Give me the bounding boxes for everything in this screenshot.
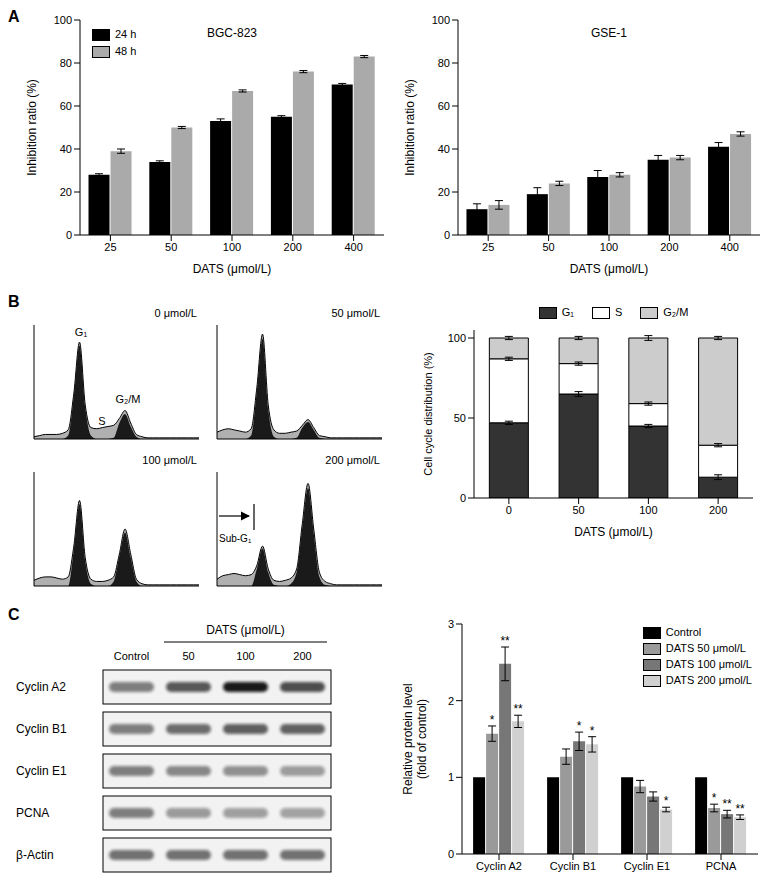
svg-text:60: 60: [438, 100, 450, 112]
svg-text:100: 100: [448, 332, 466, 344]
svg-text:50: 50: [182, 650, 194, 662]
html-text:G₂/M: G₂/M: [663, 306, 689, 318]
html-text:B: B: [8, 293, 20, 310]
svg-text:0: 0: [444, 229, 450, 241]
svg-text:40: 40: [60, 143, 72, 155]
svg-text:Inhibition ratio (%): Inhibition ratio (%): [403, 79, 417, 176]
svg-text:50: 50: [454, 412, 466, 424]
svg-text:80: 80: [438, 57, 450, 69]
html-text:200 μmol/L: 200 μmol/L: [325, 454, 380, 466]
svg-text:200: 200: [709, 504, 727, 516]
html-text:BGC-823: BGC-823: [207, 26, 257, 40]
html-text:A: A: [8, 8, 20, 25]
svg-text:50: 50: [573, 504, 585, 516]
svg-text:Sub-G₁: Sub-G₁: [219, 533, 252, 544]
svg-text:0: 0: [66, 229, 72, 241]
svg-text:*: *: [664, 794, 669, 808]
html-text:50 μmol/L: 50 μmol/L: [331, 307, 380, 319]
svg-text:40: 40: [438, 143, 450, 155]
html-text:24 h: 24 h: [115, 28, 137, 40]
svg-text:25: 25: [104, 241, 116, 253]
svg-text:2: 2: [448, 695, 454, 707]
svg-text:G₂/M: G₂/M: [115, 393, 140, 405]
svg-text:0: 0: [460, 492, 466, 504]
svg-text:Cyclin B1: Cyclin B1: [16, 722, 67, 736]
svg-text:β-Actin: β-Actin: [16, 848, 54, 862]
svg-text:Control: Control: [114, 650, 149, 662]
svg-text:PCNA: PCNA: [706, 860, 737, 872]
svg-text:Cyclin B1: Cyclin B1: [550, 860, 596, 872]
svg-text:Cyclin A2: Cyclin A2: [476, 860, 522, 872]
svg-text:DATS (μmol/L): DATS (μmol/L): [574, 525, 653, 539]
svg-text:3: 3: [448, 618, 454, 630]
svg-text:100: 100: [639, 504, 657, 516]
svg-text:Cell cycle distribution (%): Cell cycle distribution (%): [422, 352, 434, 475]
svg-text:**: **: [735, 802, 745, 816]
html-text:S: S: [614, 306, 623, 318]
html-text:DATS 100 μmol/L: DATS 100 μmol/L: [665, 658, 752, 671]
svg-text:DATS (μmol/L): DATS (μmol/L): [193, 262, 272, 276]
html-text:Control: Control: [665, 626, 702, 638]
svg-text:PCNA: PCNA: [16, 806, 49, 820]
svg-text:S: S: [98, 415, 105, 427]
svg-text:20: 20: [60, 186, 72, 198]
svg-text:Cyclin A2: Cyclin A2: [16, 680, 66, 694]
svg-text:100: 100: [600, 241, 618, 253]
html-text:C: C: [8, 606, 20, 623]
svg-text:*: *: [490, 713, 495, 727]
svg-text:G₁: G₁: [75, 326, 88, 338]
svg-text:200: 200: [284, 241, 302, 253]
html-text:GSE-1: GSE-1: [591, 26, 627, 40]
svg-text:100: 100: [54, 14, 72, 26]
svg-text:0: 0: [506, 504, 512, 516]
svg-text:200: 200: [293, 650, 311, 662]
svg-text:Relative protein level(fold of: Relative protein level(fold of control): [401, 683, 429, 794]
html-text:G₁: G₁: [561, 306, 574, 318]
svg-text:**: **: [513, 702, 523, 716]
html-text:100 μmol/L: 100 μmol/L: [142, 454, 197, 466]
svg-text:*: *: [712, 791, 717, 805]
svg-text:400: 400: [344, 241, 362, 253]
svg-text:60: 60: [60, 100, 72, 112]
svg-text:**: **: [500, 634, 510, 648]
svg-text:**: **: [722, 797, 732, 811]
svg-text:50: 50: [542, 241, 554, 253]
svg-text:100: 100: [432, 14, 450, 26]
svg-text:Cyclin E1: Cyclin E1: [16, 764, 67, 778]
svg-text:Inhibition ratio (%): Inhibition ratio (%): [25, 79, 39, 176]
svg-text:DATS (μmol/L): DATS (μmol/L): [570, 262, 649, 276]
svg-text:100: 100: [223, 241, 241, 253]
svg-text:100: 100: [236, 650, 254, 662]
svg-text:Cyclin E1: Cyclin E1: [624, 860, 670, 872]
svg-text:DATS (μmol/L): DATS (μmol/L): [206, 623, 285, 637]
svg-text:20: 20: [438, 186, 450, 198]
svg-text:25: 25: [482, 241, 494, 253]
svg-text:*: *: [590, 724, 595, 738]
svg-text:1: 1: [448, 771, 454, 783]
html-text:48 h: 48 h: [115, 45, 137, 58]
html-text:DATS 200 μmol/L: DATS 200 μmol/L: [665, 674, 752, 687]
svg-text:*: *: [577, 719, 582, 733]
html-text:DATS 50 μmol/L: DATS 50 μmol/L: [665, 642, 746, 655]
svg-text:200: 200: [660, 241, 678, 253]
svg-text:0: 0: [448, 848, 454, 860]
svg-text:400: 400: [721, 241, 739, 253]
html-text:0 μmol/L: 0 μmol/L: [154, 307, 197, 319]
svg-text:80: 80: [60, 57, 72, 69]
svg-text:50: 50: [165, 241, 177, 253]
